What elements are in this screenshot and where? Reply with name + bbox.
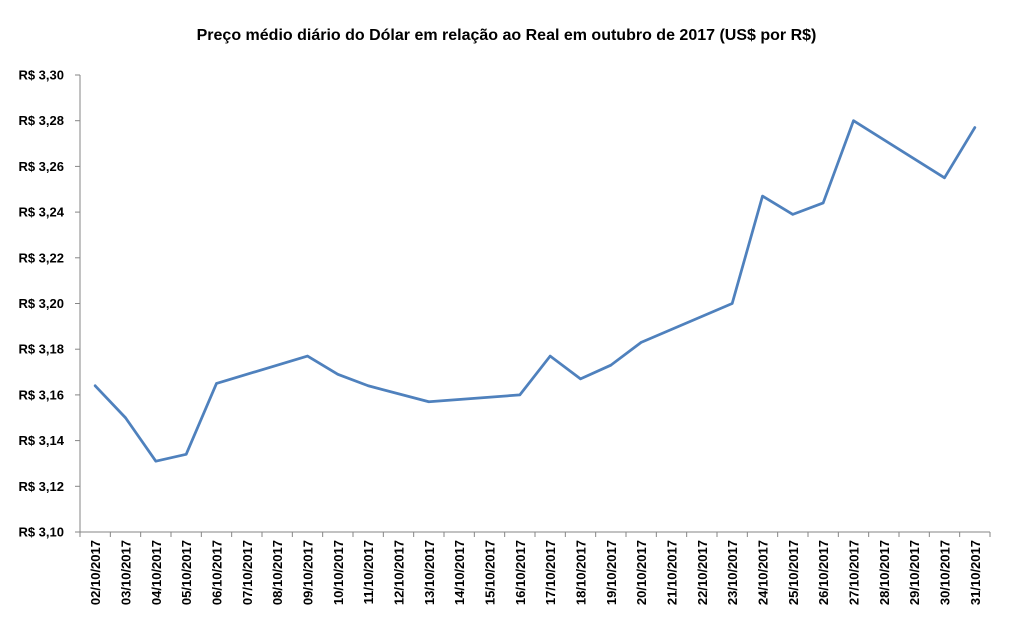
x-tick-label: 12/10/2017 [392,540,407,605]
data-point [366,384,370,387]
x-tick-label: 19/10/2017 [604,540,619,605]
y-tick-labels: R$ 3,10 R$ 3,12 R$ 3,14 R$ 3,16 R$ 3,18 R$ 3,… [18,68,64,540]
data-point [154,459,158,463]
y-tick-label: R$ 3,18 [18,342,64,357]
data-point [336,373,340,376]
x-tick-label: 13/10/2017 [422,540,437,605]
y-tick-label: R$ 3,10 [18,525,64,540]
data-point [791,213,795,216]
data-point [579,377,582,381]
x-tick-label: 22/10/2017 [695,540,710,605]
chart-title: Preço médio diário do Dólar em relação a… [196,27,817,44]
x-tick-label: 04/10/2017 [149,540,164,605]
x-tick-label: 10/10/2017 [331,540,346,605]
x-tick-label: 06/10/2017 [210,540,225,605]
data-point [973,126,977,129]
x-tick-label: 11/10/2017 [361,540,376,604]
data-point [215,382,218,385]
y-tick-label: R$ 3,26 [18,159,64,174]
series-line [93,119,977,463]
y-tick-label: R$ 3,24 [18,205,64,220]
y-axis [75,74,81,533]
data-point [821,201,825,205]
x-tick-label: 27/10/2017 [847,540,862,605]
x-tick-label: 17/10/2017 [543,540,558,605]
x-tick-label: 18/10/2017 [574,540,589,605]
x-tick-label: 03/10/2017 [119,540,134,605]
x-axis [79,531,991,537]
x-tick-label: 14/10/2017 [452,540,467,605]
x-tick-label: 23/10/2017 [725,540,740,605]
x-tick-label: 20/10/2017 [634,540,649,605]
x-tick-label: 08/10/2017 [270,540,285,605]
data-point [124,416,127,419]
data-point [943,176,946,180]
x-tick-label: 16/10/2017 [513,540,528,605]
y-tick-label: R$ 3,20 [18,296,64,311]
x-tick-label: 26/10/2017 [816,540,831,605]
series-line-group [93,119,977,463]
data-point [427,400,431,403]
y-tick-label: R$ 3,14 [18,433,64,448]
data-point [548,354,552,358]
x-tick-label: 31/10/2017 [968,540,983,605]
y-tick-label: R$ 3,28 [18,113,64,128]
data-point [306,354,309,358]
x-tick-label: 25/10/2017 [786,540,801,605]
data-point [761,194,764,198]
x-tick-label: 28/10/2017 [877,540,892,605]
y-tick-label: R$ 3,22 [18,250,64,265]
data-point [730,302,734,305]
x-tick-label: 15/10/2017 [483,540,498,605]
x-tick-label: 29/10/2017 [907,540,922,605]
y-tick-label: R$ 3,30 [18,68,64,83]
data-point [518,393,522,397]
x-tick-label: 30/10/2017 [938,540,953,605]
data-point [184,453,188,456]
x-tick-label: 09/10/2017 [301,540,316,605]
x-tick-label: 02/10/2017 [88,540,103,605]
y-tick-label: R$ 3,12 [18,479,64,494]
x-tick-label: 05/10/2017 [179,540,194,605]
data-point [639,341,643,344]
x-tick-label: 07/10/2017 [240,540,255,605]
x-tick-label: 24/10/2017 [756,540,771,605]
x-tick-labels: 02/10/2017 03/10/2017 04/10/2017 05/10/2017… [88,540,983,605]
data-point [93,384,97,387]
data-point [609,363,613,367]
data-point [852,119,855,122]
x-tick-label: 21/10/2017 [665,540,680,605]
y-tick-label: R$ 3,16 [18,387,64,402]
